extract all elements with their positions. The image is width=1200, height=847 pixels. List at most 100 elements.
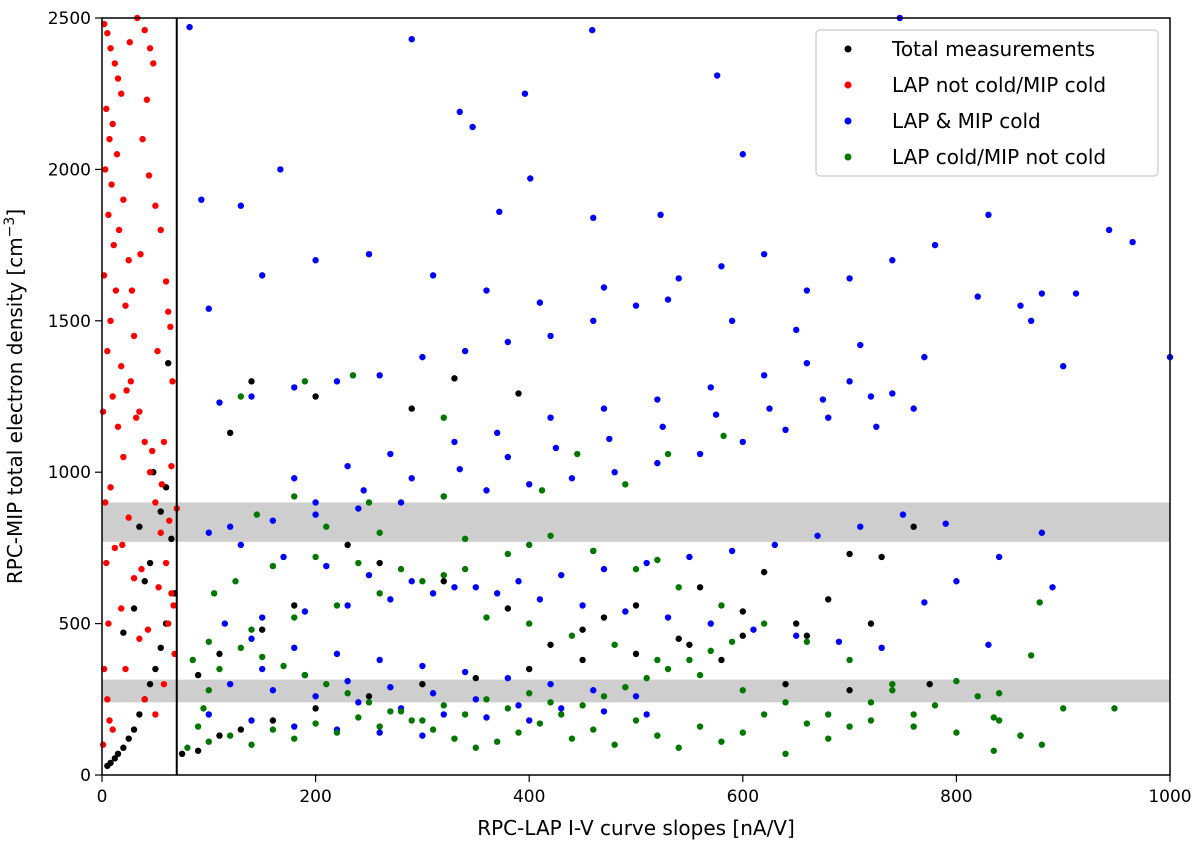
data-point xyxy=(102,166,109,173)
data-point xyxy=(108,181,115,188)
data-point xyxy=(291,735,298,742)
data-point xyxy=(123,387,130,394)
data-point xyxy=(440,711,447,718)
data-point xyxy=(675,744,682,751)
data-point xyxy=(419,578,426,585)
data-point xyxy=(600,708,608,715)
data-point xyxy=(611,469,618,476)
data-point xyxy=(600,284,608,291)
data-point xyxy=(111,755,119,762)
data-point xyxy=(579,656,586,664)
data-point xyxy=(718,656,725,664)
data-point xyxy=(632,302,640,309)
data-point xyxy=(590,726,597,733)
data-point xyxy=(126,39,133,46)
data-point xyxy=(113,151,121,158)
data-point xyxy=(504,550,512,558)
data-point xyxy=(355,505,362,512)
legend: Total measurements LAP not cold/MIP cold L… xyxy=(815,29,1159,177)
data-point xyxy=(269,726,277,733)
data-point xyxy=(146,559,154,567)
data-point xyxy=(718,602,725,609)
data-point xyxy=(873,423,880,430)
data-point xyxy=(139,135,146,143)
data-point xyxy=(165,308,172,315)
data-point xyxy=(248,626,255,633)
data-point xyxy=(664,296,672,303)
data-point xyxy=(814,532,821,539)
data-point xyxy=(194,671,202,679)
data-point xyxy=(109,120,116,128)
legend-marker xyxy=(844,117,852,125)
data-point xyxy=(111,544,119,552)
data-point xyxy=(707,647,714,655)
data-point xyxy=(739,608,746,615)
data-point xyxy=(1017,732,1024,739)
data-point xyxy=(344,541,351,549)
data-point xyxy=(387,596,394,603)
data-point xyxy=(152,202,159,209)
data-point xyxy=(493,429,501,437)
legend-label: LAP not cold/MIP cold xyxy=(892,73,1106,97)
data-point xyxy=(323,562,330,570)
data-point xyxy=(408,717,415,724)
y-tick-label: 1500 xyxy=(48,312,91,332)
data-point xyxy=(216,665,223,673)
data-point xyxy=(504,705,512,712)
data-point xyxy=(472,696,479,703)
data-point xyxy=(985,641,992,648)
data-point xyxy=(953,729,960,736)
data-point xyxy=(194,747,202,754)
data-point xyxy=(760,620,768,627)
data-point xyxy=(355,699,362,706)
data-point xyxy=(664,665,672,673)
data-point xyxy=(718,738,725,745)
data-point xyxy=(152,499,159,506)
data-point xyxy=(526,717,533,724)
data-point xyxy=(526,620,533,627)
data-point xyxy=(696,584,704,591)
data-point xyxy=(146,469,154,476)
data-point xyxy=(103,105,110,113)
data-point xyxy=(974,693,981,700)
data-point xyxy=(825,414,832,421)
data-point xyxy=(461,535,469,543)
data-point xyxy=(429,690,437,697)
data-point xyxy=(657,211,664,219)
data-point xyxy=(130,332,138,340)
data-point xyxy=(157,226,164,234)
data-point xyxy=(515,390,522,397)
data-point xyxy=(469,123,476,131)
data-point xyxy=(910,523,917,530)
data-point xyxy=(120,629,127,636)
data-point xyxy=(387,708,394,715)
data-point xyxy=(387,450,394,458)
data-point xyxy=(168,590,175,597)
data-point xyxy=(483,696,490,703)
data-point xyxy=(707,620,714,627)
data-point xyxy=(106,717,113,724)
data-point xyxy=(515,578,522,585)
data-point xyxy=(237,393,245,400)
data-point xyxy=(643,711,650,718)
data-point xyxy=(99,741,107,748)
data-point xyxy=(782,680,789,688)
data-point xyxy=(538,487,546,494)
data-point xyxy=(130,574,138,582)
data-point xyxy=(205,305,212,312)
data-point xyxy=(739,632,746,639)
data-point xyxy=(141,578,148,585)
data-point xyxy=(921,599,928,606)
data-point xyxy=(162,559,170,567)
data-point xyxy=(846,275,853,282)
data-point xyxy=(867,393,875,400)
data-points xyxy=(99,14,1174,770)
data-point xyxy=(1038,290,1046,297)
data-point xyxy=(125,735,132,742)
data-point xyxy=(376,729,383,736)
legend-marker xyxy=(844,153,852,161)
data-point xyxy=(643,559,650,567)
data-point xyxy=(739,687,746,694)
data-point xyxy=(111,60,119,67)
data-point xyxy=(504,605,512,612)
